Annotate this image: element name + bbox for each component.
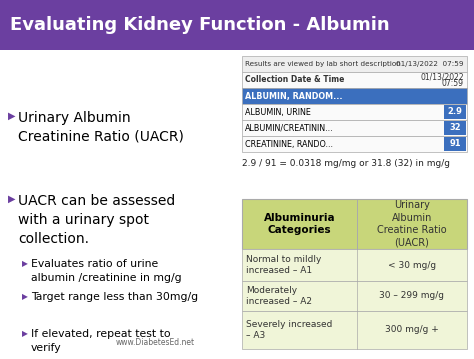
Text: CREATININE, RANDO...: CREATININE, RANDO... [245,140,333,149]
FancyBboxPatch shape [242,104,467,120]
Text: < 30 mg/g: < 30 mg/g [388,261,436,270]
Text: ▶: ▶ [22,259,28,268]
Text: ▶: ▶ [8,194,16,204]
FancyBboxPatch shape [444,121,466,135]
Text: Albuminuria
Categories: Albuminuria Categories [264,213,335,235]
Text: www.DiabetesEd.net: www.DiabetesEd.net [116,338,194,347]
Text: 01/13/2022  07:59: 01/13/2022 07:59 [396,61,464,67]
Text: Urinary Albumin
Creatinine Ratio (UACR): Urinary Albumin Creatinine Ratio (UACR) [18,111,184,144]
Text: 300 mg/g +: 300 mg/g + [385,326,439,335]
FancyBboxPatch shape [242,88,467,104]
FancyBboxPatch shape [242,56,467,72]
Text: Normal to mildly
increased – A1: Normal to mildly increased – A1 [246,255,321,275]
Text: 07:59: 07:59 [442,79,464,89]
Text: ▶: ▶ [22,329,28,338]
FancyBboxPatch shape [242,72,467,88]
FancyBboxPatch shape [444,137,466,151]
FancyBboxPatch shape [242,136,467,152]
Text: Evaluates ratio of urine
albumin /creatinine in mg/g: Evaluates ratio of urine albumin /creati… [31,259,182,283]
Text: Target range less than 30mg/g: Target range less than 30mg/g [31,292,198,302]
FancyBboxPatch shape [242,199,467,249]
Text: 2.9: 2.9 [447,107,463,117]
Text: UACR can be assessed
with a urinary spot
collection.: UACR can be assessed with a urinary spot… [18,194,175,246]
Text: 91: 91 [449,140,461,149]
FancyBboxPatch shape [242,281,467,311]
FancyBboxPatch shape [444,105,466,119]
Text: 2.9 / 91 = 0.0318 mg/mg or 31.8 (32) in mg/g: 2.9 / 91 = 0.0318 mg/mg or 31.8 (32) in … [242,159,450,168]
FancyBboxPatch shape [0,0,474,50]
Text: 30 – 299 mg/g: 30 – 299 mg/g [380,292,445,300]
FancyBboxPatch shape [242,120,467,136]
Text: ALBUMIN, URINE: ALBUMIN, URINE [245,107,311,117]
FancyBboxPatch shape [242,249,467,281]
FancyBboxPatch shape [242,311,467,349]
Text: If elevated, repeat test to
verify: If elevated, repeat test to verify [31,329,171,353]
Text: Collection Date & Time: Collection Date & Time [245,75,345,84]
Text: ▶: ▶ [8,111,16,121]
Text: 32: 32 [449,123,461,132]
Text: Moderately
increased – A2: Moderately increased – A2 [246,286,312,306]
Text: 01/13/2022: 01/13/2022 [420,73,464,81]
Text: Urinary
Albumin
Creatine Ratio
(UACR): Urinary Albumin Creatine Ratio (UACR) [377,200,447,248]
Text: Evaluating Kidney Function - Albumin: Evaluating Kidney Function - Albumin [10,16,390,34]
Text: ALBUMIN, RANDOM...: ALBUMIN, RANDOM... [245,92,343,101]
Text: Severely increased
– A3: Severely increased – A3 [246,320,332,340]
Text: ALBUMIN/CREATININ...: ALBUMIN/CREATININ... [245,123,334,132]
Text: Results are viewed by lab short description: Results are viewed by lab short descript… [245,61,401,67]
Text: ▶: ▶ [22,292,28,301]
